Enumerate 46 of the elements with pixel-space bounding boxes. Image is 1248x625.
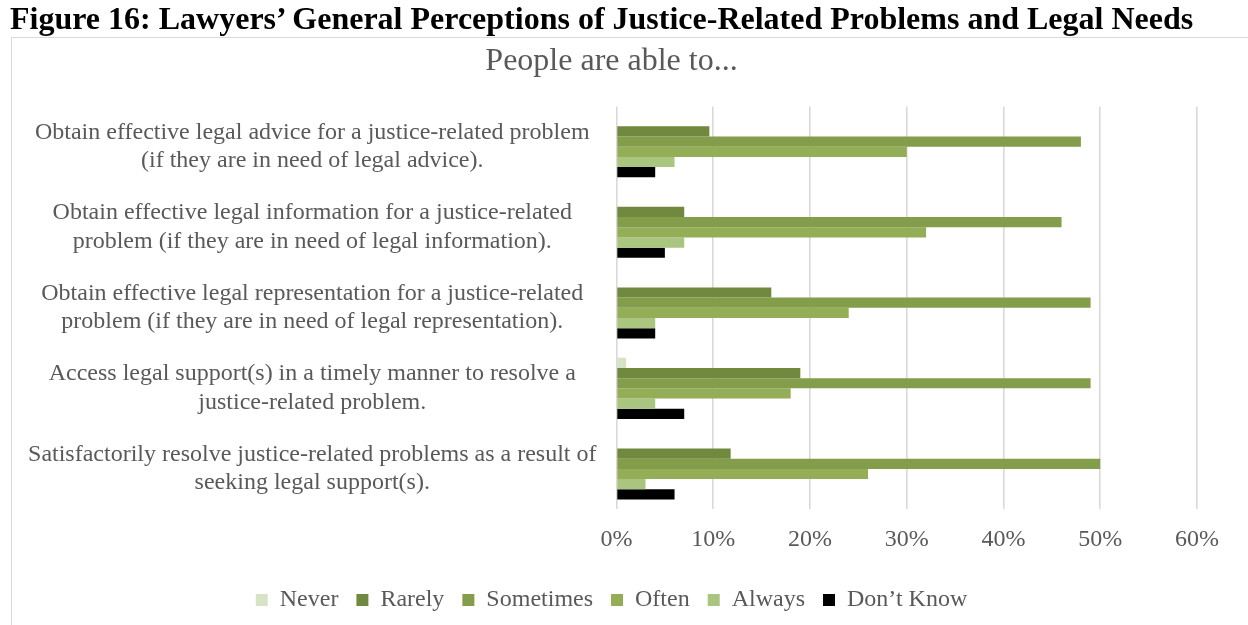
x-tick-label: 60% xyxy=(1175,524,1219,551)
legend-label: Don’t Know xyxy=(847,585,968,612)
bar xyxy=(617,448,731,459)
legend-label: Often xyxy=(635,585,690,612)
y-tick-label: Obtain effective legal advice for a justice-related problem (if they are in need of legal advice). xyxy=(34,117,590,173)
x-tick-label: 20% xyxy=(788,524,832,551)
x-tick-label: 50% xyxy=(1078,524,1123,551)
bar xyxy=(617,167,656,178)
bar xyxy=(617,146,907,157)
bar xyxy=(617,307,849,318)
x-tick-label: 0% xyxy=(600,524,633,551)
bar xyxy=(617,378,1091,389)
bar xyxy=(617,458,1101,469)
bar xyxy=(617,489,675,500)
bar xyxy=(617,237,685,248)
bar xyxy=(617,227,927,238)
bar xyxy=(617,206,685,218)
bar xyxy=(617,398,656,409)
legend-label: Always xyxy=(731,585,806,612)
y-tick-label: Access legal support(s) in a timely manner to resolve a justice-related problem. xyxy=(48,359,577,414)
bar xyxy=(617,357,627,368)
y-tick-label: Obtain effective legal representation for a justice-related problem (if they are in need of legal representation). xyxy=(41,278,584,334)
x-tick-label: 10% xyxy=(691,524,736,551)
bar xyxy=(617,318,656,329)
y-tick-label: Satisfactorily resolve justice-related problems as a result of seeking legal support(s). xyxy=(28,439,597,495)
bar xyxy=(617,388,791,399)
y-tick-label: Obtain effective legal information for a justice-related problem (if they are in need of legal information). xyxy=(52,198,572,253)
bar xyxy=(617,247,665,258)
bar xyxy=(617,367,801,379)
bar xyxy=(617,328,656,339)
bar xyxy=(617,297,1091,308)
x-tick-label: 30% xyxy=(884,524,929,551)
bar xyxy=(617,468,869,480)
legend-label: Never xyxy=(279,585,339,612)
legend-label: Rarely xyxy=(380,585,445,612)
bar xyxy=(617,126,710,137)
bar xyxy=(617,479,646,490)
bar xyxy=(617,408,685,419)
x-tick-label: 40% xyxy=(981,524,1026,551)
bar xyxy=(617,136,1081,147)
bar xyxy=(617,156,675,168)
chart-title: Figure 16: Lawyers’ General Perceptions of Justice-Related Problems and Legal Needs xyxy=(10,0,1194,36)
chart-subtitle: People are able to... xyxy=(485,40,738,77)
bar xyxy=(617,217,1062,228)
bar xyxy=(617,287,772,298)
legend-label: Sometimes xyxy=(486,585,594,612)
